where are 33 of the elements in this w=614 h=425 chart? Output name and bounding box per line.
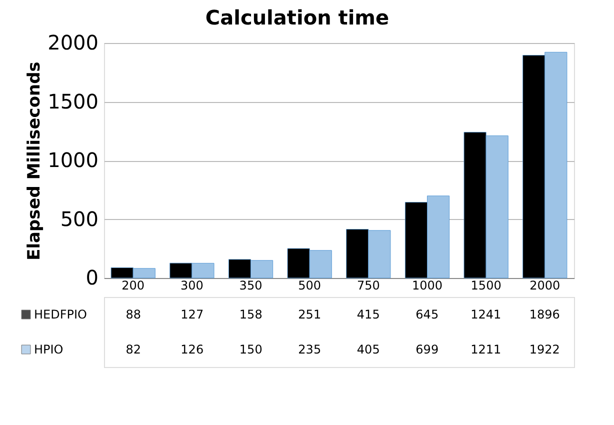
data-label: 88 [126,308,142,322]
data-label: 126 [180,342,204,356]
data-label: 127 [180,308,204,322]
data-label: 1241 [470,308,502,322]
legend-label: HEDFPIO [34,308,87,322]
y-tick-label: 1500 [48,89,98,114]
chart-title: Calculation time [205,6,390,30]
data-label: 415 [356,308,380,322]
x-tick-label: 200 [122,278,145,292]
data-label: 1211 [470,342,502,356]
data-label: 235 [298,342,322,356]
y-axis-title: Elapsed Milliseconds [24,62,45,260]
x-tick-label: 350 [239,278,262,292]
data-label: 251 [298,308,322,322]
x-tick-label: 2000 [530,278,560,292]
y-tick-label: 500 [60,206,98,231]
x-tick-label: 300 [180,278,204,292]
y-tick-label: 0 [86,266,98,290]
data-label: 158 [239,308,262,322]
data-label: 1922 [529,342,560,356]
data-label: 645 [416,308,439,322]
x-tick-label: 500 [298,278,322,292]
x-tick-label: 1000 [412,278,443,292]
data-label: 150 [239,342,262,356]
data-label: 405 [356,342,380,356]
data-label: 699 [416,342,439,356]
y-tick-label: 2000 [48,30,98,54]
x-tick-label: 750 [356,278,380,292]
y-tick-label: 1000 [48,148,98,172]
data-label: 1896 [529,308,560,322]
x-tick-label: 1500 [470,278,502,292]
data-label: 82 [126,342,142,356]
legend-label: HPIO [34,342,64,356]
